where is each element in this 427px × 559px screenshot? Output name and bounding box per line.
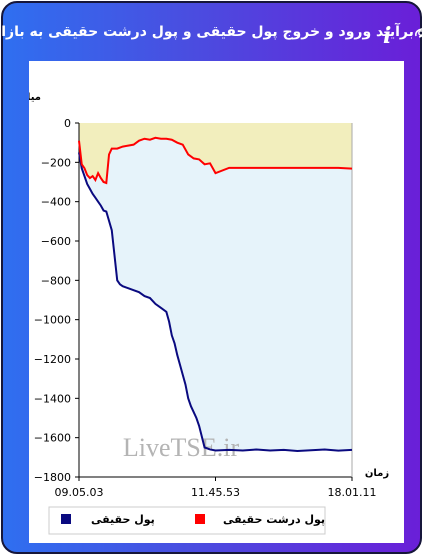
y-tick-label: −1200 <box>34 353 71 366</box>
info-icon[interactable]: i <box>383 23 392 49</box>
x-axis-label: زمان <box>365 468 389 479</box>
y-tick-label: −200 <box>41 156 71 169</box>
line-chart: 0 −200 −400 −600 −800 −1000 −1200 −1400 −1600 −18… <box>29 92 389 535</box>
area-dorosht <box>79 123 352 183</box>
chart-title-text: برآیند ورود و خروج پول حقیقی و پول درشت … <box>0 24 414 40</box>
y-tick-label: −1800 <box>34 471 71 484</box>
card-header: برآیند ورود و خروج پول حقیقی و پول درشت … <box>0 3 427 61</box>
area-haghighi <box>79 137 352 452</box>
series-line-haghighi <box>78 152 353 453</box>
y-tick-label: −1000 <box>34 314 71 327</box>
y-tick-label: −800 <box>41 274 71 287</box>
series-line-dorosht <box>78 136 353 185</box>
y-axis-label: میلیارد تومان <box>29 92 41 103</box>
y-tick-label: −1400 <box>34 392 71 405</box>
chart-areas <box>79 123 352 452</box>
legend-marker-dorosht <box>195 514 205 524</box>
y-ticks: 0 −200 −400 −600 −800 −1000 −1200 −1400 −1600 −18… <box>34 117 79 484</box>
legend-marker-haghighi <box>61 514 71 524</box>
y-tick-label: −1600 <box>34 432 71 445</box>
legend-label-dorosht: پول درشت حقیقی <box>223 513 325 526</box>
legend-box <box>48 506 326 535</box>
watermark: LiveTSE.ir <box>123 433 240 462</box>
chart-link-icon[interactable] <box>414 25 427 39</box>
y-tick-label: −600 <box>41 235 71 248</box>
y-tick-label: 0 <box>64 117 71 130</box>
x-ticks: 09.05.03 11.45.53 18.01.11 <box>55 477 377 499</box>
x-tick-label: 09.05.03 <box>55 486 104 499</box>
legend-label-haghighi: پول حقیقی <box>91 513 155 526</box>
chart-title: برآیند ورود و خروج پول حقیقی و پول درشت … <box>0 24 427 40</box>
x-tick-label: 11.45.53 <box>191 486 240 499</box>
y-tick-label: −400 <box>41 196 71 209</box>
chart-panel: 0 −200 −400 −600 −800 −1000 −1200 −1400 −1600 −18… <box>29 61 404 543</box>
x-tick-label: 18.01.11 <box>328 486 377 499</box>
chart-lines <box>78 136 353 453</box>
